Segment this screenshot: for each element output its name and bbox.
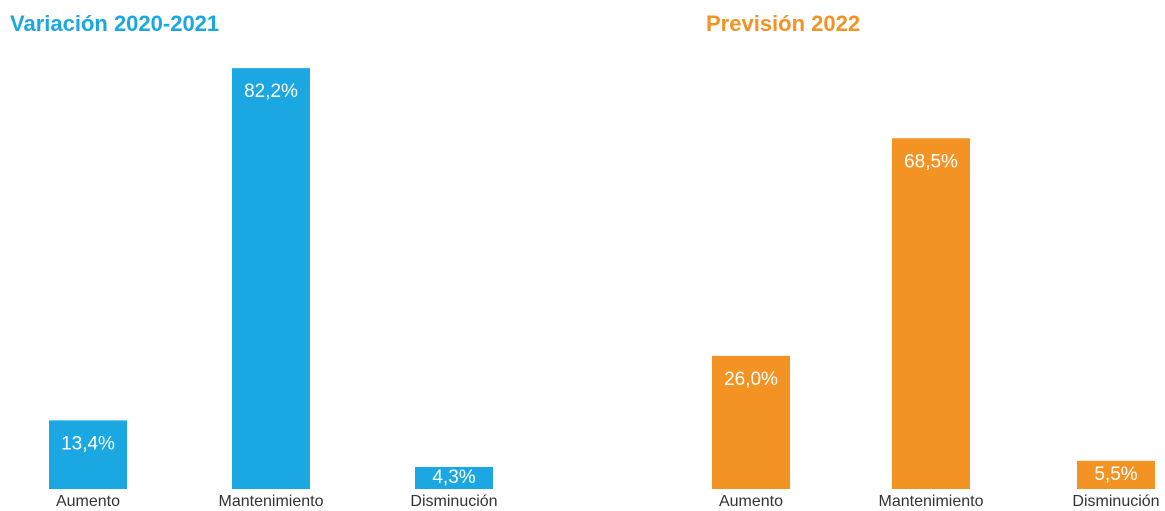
bar <box>892 138 970 489</box>
bar <box>232 68 310 490</box>
value-label: 5,5% <box>1094 464 1137 485</box>
bar <box>1077 460 1155 489</box>
value-label: 4,3% <box>432 467 475 488</box>
value-label: 82,2% <box>244 81 298 102</box>
category-label: Disminución <box>1072 493 1159 510</box>
value-label: 68,5% <box>904 151 958 172</box>
bar <box>49 420 127 489</box>
chart-title: Variación 2020-2021 <box>10 11 219 36</box>
value-label: 13,4% <box>61 433 115 454</box>
category-label: Mantenimiento <box>219 493 324 510</box>
chart-title: Previsión 2022 <box>706 11 860 36</box>
bar <box>712 355 790 489</box>
bar <box>415 466 493 489</box>
category-label: Aumento <box>719 493 783 510</box>
category-label: Disminución <box>410 493 497 510</box>
category-label: Aumento <box>56 493 120 510</box>
category-label: Mantenimiento <box>879 493 984 510</box>
value-label: 26,0% <box>724 369 778 390</box>
